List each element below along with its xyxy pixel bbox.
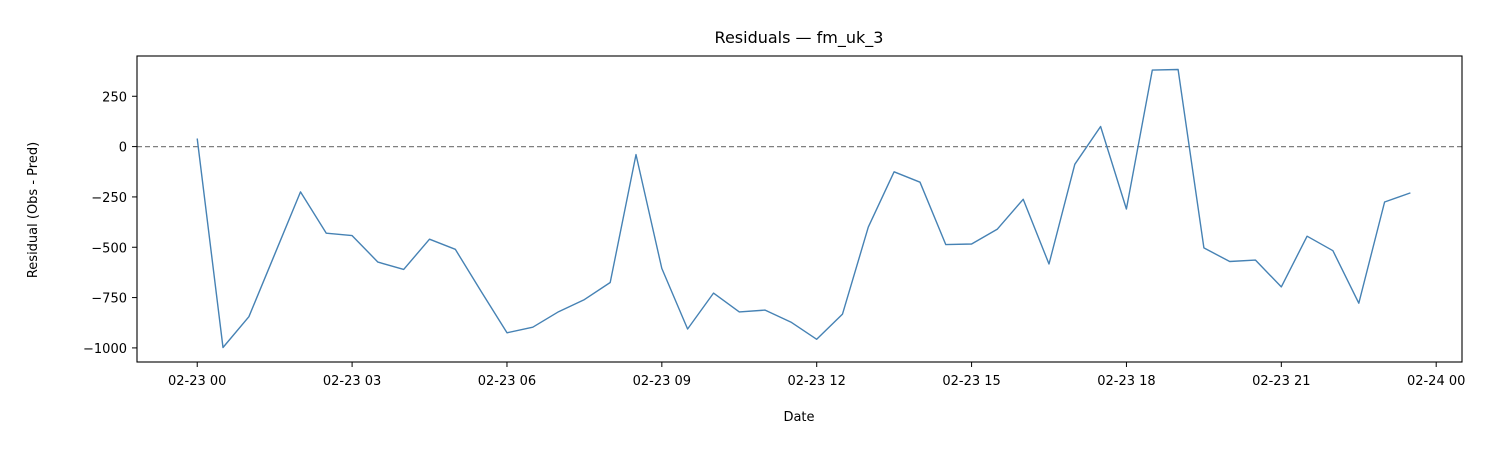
x-tick-label: 02-23 12 (787, 374, 845, 389)
x-tick-label: 02-23 09 (633, 374, 691, 389)
y-axis: 250 0 −250 −500 −750 −1000 (83, 90, 137, 357)
x-tick-label: 02-24 00 (1407, 374, 1465, 389)
y-tick-label: −250 (91, 191, 127, 206)
x-tick-label: 02-23 18 (1097, 374, 1155, 389)
y-axis-label: Residual (Obs - Pred) (26, 142, 41, 278)
y-tick-label: −500 (91, 241, 127, 256)
y-tick-label: −750 (91, 292, 127, 307)
y-tick-label: 250 (102, 90, 127, 105)
x-tick-label: 02-23 03 (323, 374, 381, 389)
x-axis: 02-23 00 02-23 03 02-23 06 02-23 09 02-23 12… (168, 362, 1465, 389)
x-tick-label: 02-23 00 (168, 374, 226, 389)
x-tick-label: 02-23 21 (1252, 374, 1310, 389)
y-tick-label: 0 (119, 141, 127, 156)
plot-frame (136, 55, 1463, 363)
residual-series-line (196, 68, 1411, 349)
chart-title: Residuals — fm_uk_3 (715, 28, 884, 48)
x-tick-label: 02-23 06 (478, 374, 536, 389)
x-axis-label: Date (783, 410, 814, 425)
plot-area (136, 55, 1463, 363)
y-tick-label: −1000 (83, 342, 127, 357)
x-tick-label: 02-23 15 (942, 374, 1000, 389)
